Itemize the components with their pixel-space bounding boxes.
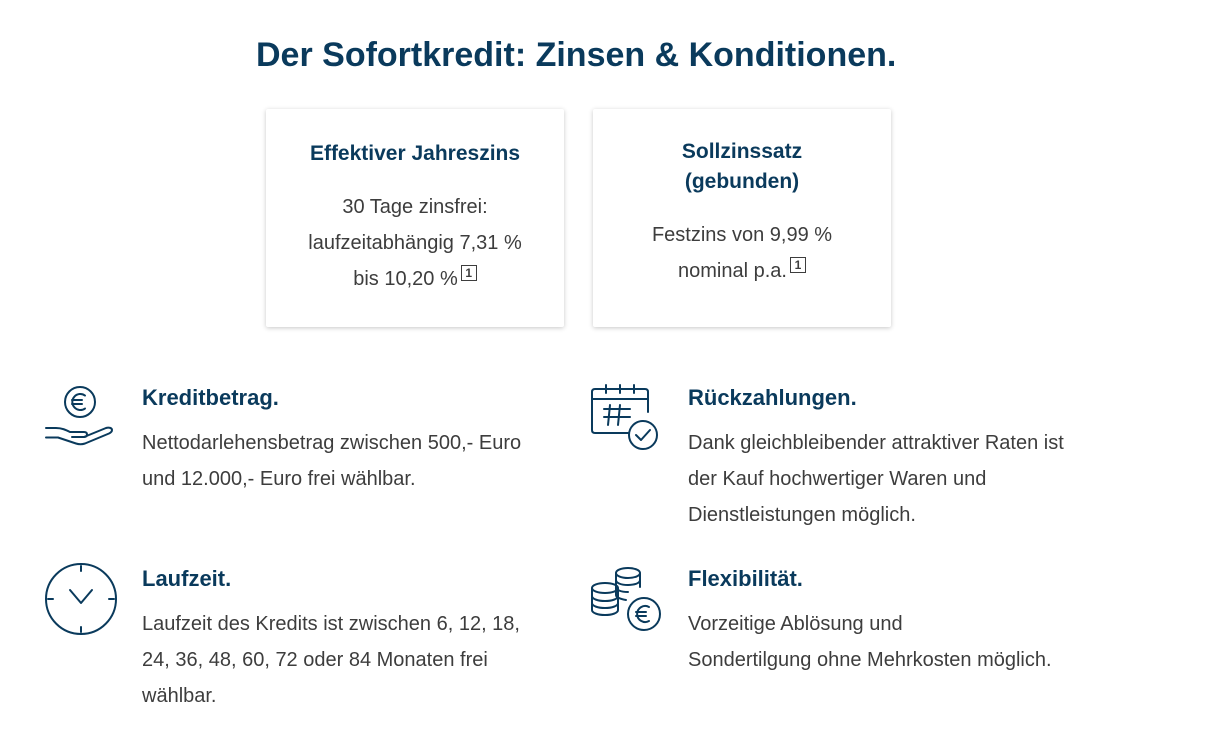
feature-term: Laufzeit. Laufzeit des Kredits ist zwisc… bbox=[142, 564, 520, 714]
feature-title: Laufzeit. bbox=[142, 566, 232, 591]
feature-line: der Kauf hochwertiger Waren und bbox=[688, 468, 987, 490]
feature-line: Sondertilgung ohne Mehrkosten möglich. bbox=[688, 649, 1052, 671]
footnote-link[interactable]: 1 bbox=[460, 265, 477, 281]
card-line: nominal p.a. bbox=[678, 260, 787, 282]
feature-line: Nettodarlehensbetrag zwischen 500,- Euro bbox=[142, 432, 522, 454]
feature-line: Dank gleichbleibender attraktiver Raten … bbox=[688, 432, 1064, 454]
effective-rate-card: Effektiver Jahreszins 30 Tage zinsfrei: … bbox=[266, 109, 564, 327]
feature-title: Kreditbetrag. bbox=[142, 385, 279, 410]
card-line: bis 10,20 % bbox=[353, 268, 458, 290]
feature-title: Rückzahlungen. bbox=[688, 385, 857, 410]
feature-line: Vorzeitige Ablösung und bbox=[688, 613, 903, 635]
card-title: Effektiver Jahreszins bbox=[309, 142, 521, 165]
feature-flexibility: Flexibilität. Vorzeitige Ablösung und So… bbox=[688, 564, 1052, 678]
borrowing-rate-card: Sollzinssatz (gebunden) Festzins von 9,9… bbox=[593, 109, 891, 327]
feature-line: 24, 36, 48, 60, 72 oder 84 Monaten frei bbox=[142, 649, 488, 671]
page-title: Der Sofortkredit: Zinsen & Konditionen. bbox=[256, 36, 897, 74]
clock-icon bbox=[45, 563, 117, 635]
coins-euro-icon bbox=[591, 567, 661, 631]
card-line: Festzins von 9,99 % bbox=[651, 224, 833, 246]
feature-line: und 12.000,- Euro frei wählbar. bbox=[142, 468, 416, 490]
feature-repayments: Rückzahlungen. Dank gleichbleibender att… bbox=[688, 383, 1064, 533]
feature-line: Laufzeit des Kredits ist zwischen 6, 12,… bbox=[142, 613, 520, 635]
feature-credit-amount: Kreditbetrag. Nettodarlehensbetrag zwisc… bbox=[142, 383, 521, 497]
hand-euro-icon bbox=[45, 386, 113, 446]
card-title: (gebunden) bbox=[684, 170, 800, 193]
card-line: 30 Tage zinsfrei: bbox=[342, 196, 488, 218]
footnote-link[interactable]: 1 bbox=[789, 257, 806, 273]
card-title: Sollzinssatz bbox=[681, 140, 803, 163]
card-line: laufzeitabhängig 7,31 % bbox=[308, 232, 522, 254]
feature-title: Flexibilität. bbox=[688, 566, 803, 591]
feature-line: Dienstleistungen möglich. bbox=[688, 504, 916, 526]
feature-line: wählbar. bbox=[142, 685, 217, 707]
calendar-check-icon bbox=[591, 384, 658, 450]
